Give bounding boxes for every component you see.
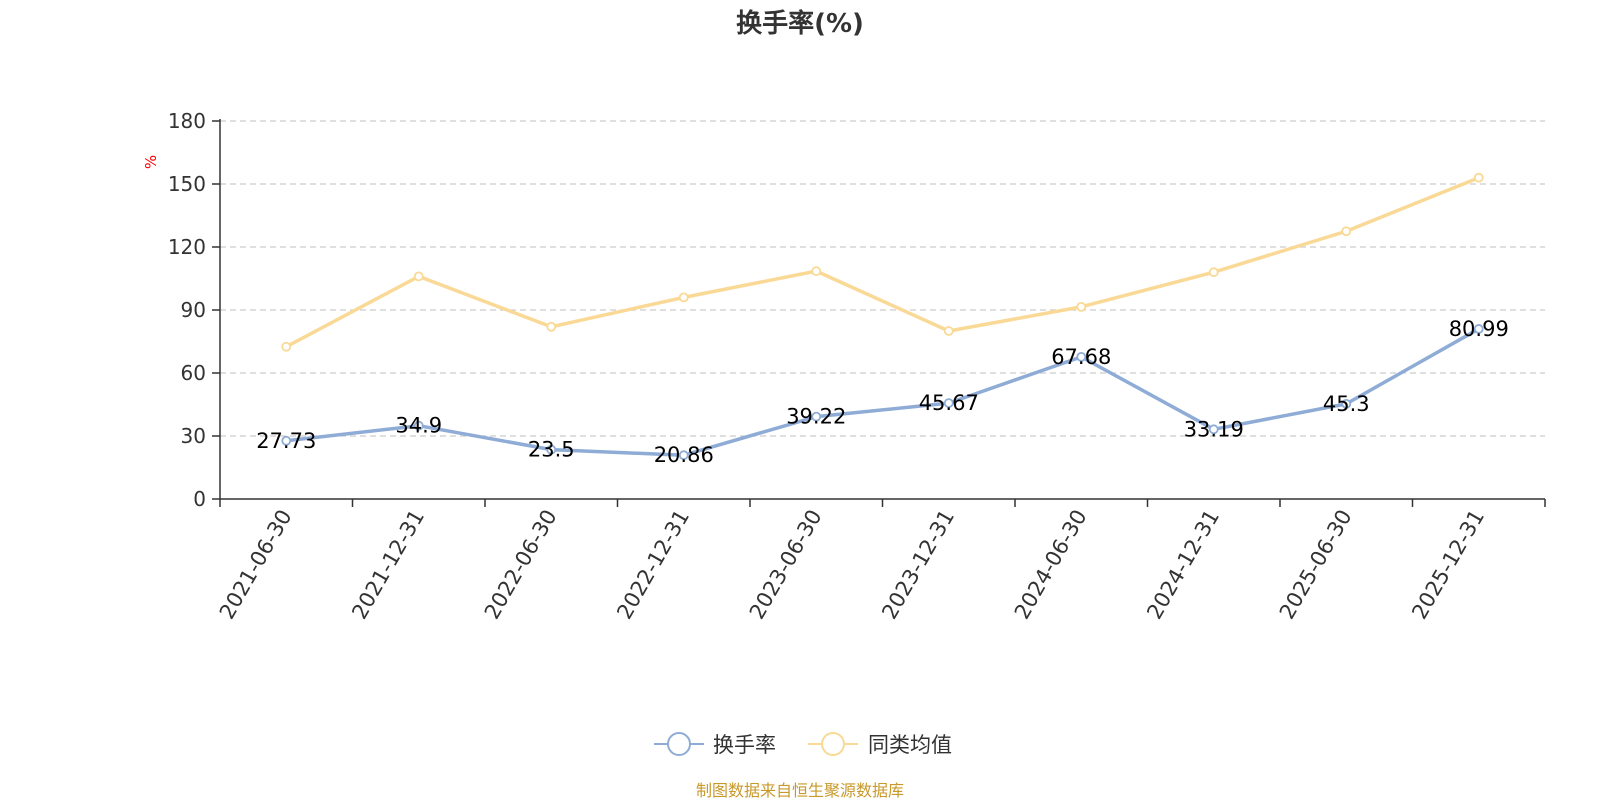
data-point bbox=[1473, 172, 1484, 183]
x-tick-label: 2022-06-30 bbox=[480, 506, 562, 624]
y-tick-label: 90 bbox=[181, 298, 206, 322]
data-point bbox=[1208, 424, 1219, 435]
y-tick-label: 150 bbox=[168, 172, 206, 196]
data-labels: 27.73 34.9 23.5 20.86 39.22 45.67 67.68 33.19 45… bbox=[256, 317, 1509, 467]
y-axis-unit: % bbox=[142, 155, 160, 169]
data-label: 39.22 bbox=[786, 405, 846, 429]
x-tick-label: 2022-12-31 bbox=[612, 506, 694, 624]
x-tick-label: 2024-06-30 bbox=[1010, 506, 1092, 624]
y-tick-label: 180 bbox=[168, 109, 206, 133]
legend-swatch-marker bbox=[667, 732, 691, 756]
data-point bbox=[943, 326, 954, 336]
chart-title: 换手率(%) bbox=[736, 8, 864, 39]
legend-label: 换手率 bbox=[713, 733, 776, 757]
data-point bbox=[546, 321, 557, 332]
series-line bbox=[286, 327, 1480, 457]
data-point bbox=[1341, 398, 1352, 409]
data-label: 67.68 bbox=[1051, 345, 1111, 369]
data-point bbox=[1341, 226, 1352, 237]
data-label: 20.86 bbox=[654, 443, 714, 467]
series-lines bbox=[281, 172, 1484, 461]
data-point bbox=[1473, 324, 1484, 334]
data-point bbox=[1076, 351, 1087, 362]
data-label: 45.67 bbox=[919, 391, 979, 415]
y-tick-label: 30 bbox=[181, 424, 206, 448]
y-tick-label: 120 bbox=[168, 235, 206, 259]
data-point bbox=[678, 292, 689, 303]
data-point bbox=[546, 444, 557, 455]
x-tick-label: 2021-06-30 bbox=[215, 506, 297, 624]
source-note: 制图数据来自恒生聚源数据库 bbox=[696, 781, 904, 800]
data-point bbox=[811, 266, 822, 277]
data-label: 80.99 bbox=[1449, 317, 1509, 341]
data-point bbox=[1208, 267, 1219, 278]
axes: 0 30 60 90 120 150 180 2021-06-30 2021-12-31 2022… bbox=[168, 109, 1546, 624]
data-point bbox=[413, 420, 424, 431]
data-point bbox=[281, 435, 292, 446]
x-tick-label: 2021-12-31 bbox=[347, 506, 429, 624]
data-point bbox=[413, 271, 424, 282]
data-point bbox=[678, 450, 689, 461]
legend-label: 同类均值 bbox=[868, 733, 952, 757]
x-tick-label: 2025-12-31 bbox=[1407, 506, 1489, 624]
data-label: 34.9 bbox=[395, 414, 442, 438]
legend-swatch-marker bbox=[821, 732, 845, 756]
x-tick-label: 2023-06-30 bbox=[745, 506, 827, 624]
data-point bbox=[811, 411, 822, 422]
x-tick-label: 2024-12-31 bbox=[1142, 506, 1224, 624]
x-tick-label: 2023-12-31 bbox=[877, 506, 959, 624]
y-tick-label: 60 bbox=[181, 361, 206, 385]
data-point bbox=[943, 398, 954, 408]
series-line bbox=[285, 176, 1480, 349]
data-label: 45.3 bbox=[1323, 392, 1370, 416]
grid-lines bbox=[220, 120, 1545, 437]
data-point bbox=[281, 341, 292, 352]
y-tick-label: 0 bbox=[193, 487, 206, 511]
data-point bbox=[1076, 301, 1087, 312]
data-label: 23.5 bbox=[528, 438, 575, 462]
data-label: 33.19 bbox=[1184, 417, 1244, 441]
legend: 换手率 同类均值 bbox=[654, 732, 952, 757]
data-label: 27.73 bbox=[256, 429, 316, 453]
x-tick-label: 2025-06-30 bbox=[1275, 506, 1357, 624]
